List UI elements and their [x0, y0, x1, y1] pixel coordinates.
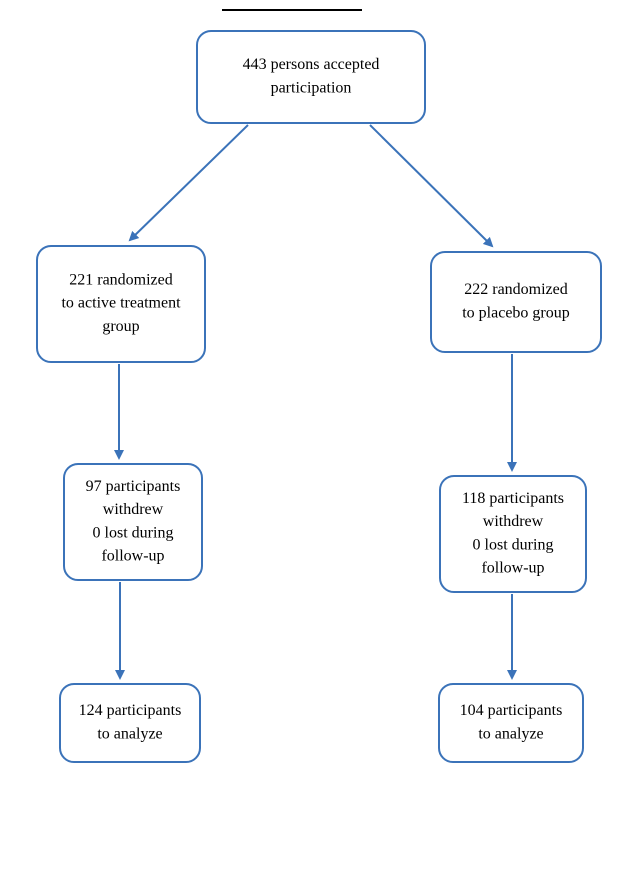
flow-node-label: 124 participants [79, 702, 182, 719]
flow-node-label: follow-up [101, 547, 164, 564]
flow-edge [370, 125, 492, 246]
flow-node-label: to active treatment [61, 295, 181, 312]
flow-node-box [60, 684, 200, 762]
flow-node-left1: 221 randomized to active treatment group [37, 246, 205, 362]
flow-node-right2: 118 participants withdrew 0 lost during fol… [440, 476, 586, 592]
flow-node-left2: 97 participants withdrew 0 lost during foll… [64, 464, 202, 580]
flow-node-left3: 124 participants to analyze [60, 684, 200, 762]
flow-node-label: participation [271, 79, 352, 96]
flow-node-label: 221 randomized [69, 271, 173, 288]
flow-node-label: 443 persons accepted [243, 56, 380, 73]
flow-node-right3: 104 participants to analyze [439, 684, 583, 762]
flow-node-label: 222 randomized [464, 281, 568, 298]
flow-node-root: 443 persons accepted participation [197, 31, 425, 123]
flow-node-label: to analyze [97, 725, 162, 742]
flow-node-label: to analyze [478, 725, 543, 742]
flow-node-label: group [102, 318, 139, 335]
flow-node-label: 118 participants [462, 490, 564, 507]
flowchart-canvas: 443 persons accepted participation 221 ran… [0, 0, 637, 890]
flow-node-box [197, 31, 425, 123]
flow-node-box [431, 252, 601, 352]
flow-node-label: withdrew [103, 501, 164, 518]
flow-node-label: 0 lost during [473, 536, 554, 553]
flow-node-label: follow-up [481, 559, 544, 576]
flow-node-right1: 222 randomized to placebo group [431, 252, 601, 352]
flow-edge [130, 125, 248, 240]
flow-node-label: withdrew [483, 513, 544, 530]
flow-node-label: 0 lost during [93, 524, 174, 541]
flow-node-box [439, 684, 583, 762]
flow-node-label: 104 participants [460, 702, 563, 719]
flow-node-label: to placebo group [462, 304, 570, 321]
flow-node-label: 97 participants [86, 478, 181, 495]
